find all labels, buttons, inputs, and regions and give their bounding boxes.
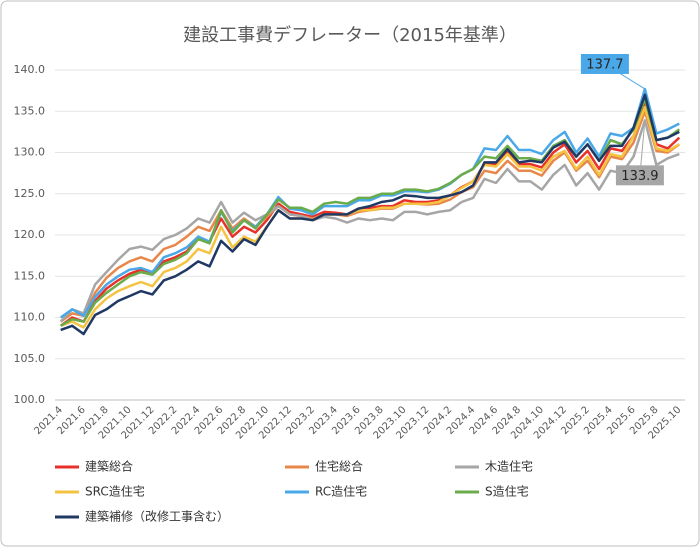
y-tick-label: 120.0 <box>14 228 46 241</box>
y-tick-label: 100.0 <box>14 393 46 406</box>
chart-title: 建設工事費デフレーター（2015年基準） <box>183 25 517 46</box>
line-series <box>60 93 680 336</box>
y-tick-label: 135.0 <box>14 104 46 117</box>
y-tick-label: 105.0 <box>14 352 46 365</box>
y-tick-label: 125.0 <box>14 187 46 200</box>
line-series <box>60 105 680 329</box>
legend-label: SRC造住宅 <box>85 484 145 499</box>
y-tick-label: 110.0 <box>14 311 46 324</box>
legend-label: 住宅総合 <box>315 459 363 474</box>
data-label: 137.7 <box>586 57 623 72</box>
legend-label: S造住宅 <box>485 484 529 499</box>
callout-box <box>615 165 664 186</box>
legend-label: 建築補修（改修工事含む） <box>85 509 229 524</box>
y-tick-label: 115.0 <box>14 269 46 282</box>
data-label: 133.9 <box>621 169 658 184</box>
line-series <box>59 101 681 327</box>
y-tick-label: 140.0 <box>14 63 46 76</box>
line-series <box>59 87 680 319</box>
legend-label: 木造住宅 <box>485 459 533 474</box>
y-tick-label: 130.0 <box>14 146 46 159</box>
callout-box <box>580 53 629 74</box>
line-series <box>59 119 680 323</box>
legend-label: RC造住宅 <box>315 484 367 499</box>
legend-label: 建築総合 <box>85 459 133 474</box>
